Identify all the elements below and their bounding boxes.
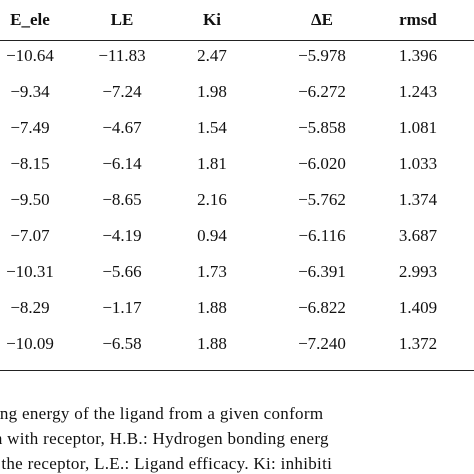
column-header: LE: [110, 10, 134, 29]
table-cell: 1.98: [197, 82, 227, 101]
table-cell: 1.73: [197, 262, 227, 281]
table-cell: −10.09: [6, 334, 54, 353]
table-cell: −11.83: [98, 46, 146, 65]
table-cell: −6.822: [298, 298, 346, 317]
table-cell: 2.993: [398, 262, 438, 281]
table-cell: −5.978: [298, 46, 346, 65]
table-cell: −1.17: [102, 298, 142, 317]
table-cell: 1.81: [197, 154, 227, 173]
footnote-line: h the receptor, L.E.: Ligand efficacy. K…: [0, 454, 333, 473]
table-cell: 3.687: [398, 226, 438, 245]
table-cell: 1.88: [197, 298, 227, 317]
column-header: rmsd: [399, 10, 437, 29]
table-cell: −5.762: [298, 190, 346, 209]
table-cell: −10.64: [6, 46, 54, 65]
table-cell: 1.081: [398, 118, 438, 137]
table-cell: −5.66: [102, 262, 142, 281]
table-cell: −8.65: [102, 190, 142, 209]
footnote-line: ding energy of the ligand from a given c…: [0, 404, 324, 423]
table-cell: −10.31: [6, 262, 54, 281]
table-cell: 2.47: [197, 46, 227, 65]
table-cell: −8.29: [10, 298, 50, 317]
table-cell: 1.033: [398, 154, 438, 173]
table-cell: 1.372: [398, 334, 438, 353]
table-cell: −7.24: [102, 82, 142, 101]
column-header: ΔE: [311, 10, 333, 29]
table-cell: −9.34: [10, 82, 50, 101]
table-cell: 1.88: [197, 334, 227, 353]
table-cell: 1.54: [197, 118, 227, 137]
column-header: E_ele: [10, 10, 50, 29]
table-cell: 1.409: [398, 298, 438, 317]
table-cell: −7.49: [10, 118, 50, 137]
table-cell: −4.67: [102, 118, 142, 137]
header-rule: [0, 40, 474, 41]
table-cell: −5.858: [298, 118, 346, 137]
table-cell: 2.16: [197, 190, 227, 209]
table-cell: −7.240: [298, 334, 346, 353]
table-cell: −6.272: [298, 82, 346, 101]
table-cell: 1.243: [398, 82, 438, 101]
table-cell: −9.50: [10, 190, 50, 209]
table-cell: −4.19: [102, 226, 142, 245]
footnote-line: ion with receptor, H.B.: Hydrogen bondin…: [0, 429, 329, 448]
table-cell: −6.116: [298, 226, 346, 245]
column-header: Ki: [203, 10, 221, 29]
table-cell: −6.58: [102, 334, 142, 353]
table-cell: −6.14: [102, 154, 142, 173]
table-cell: 0.94: [197, 226, 227, 245]
table-cell: −8.15: [10, 154, 50, 173]
table-cell: 1.374: [398, 190, 438, 209]
table-cell: −6.391: [298, 262, 346, 281]
table-cell: −6.020: [298, 154, 346, 173]
bottom-rule: [0, 370, 474, 371]
table-cell: 1.396: [398, 46, 438, 65]
table-cell: −7.07: [10, 226, 50, 245]
